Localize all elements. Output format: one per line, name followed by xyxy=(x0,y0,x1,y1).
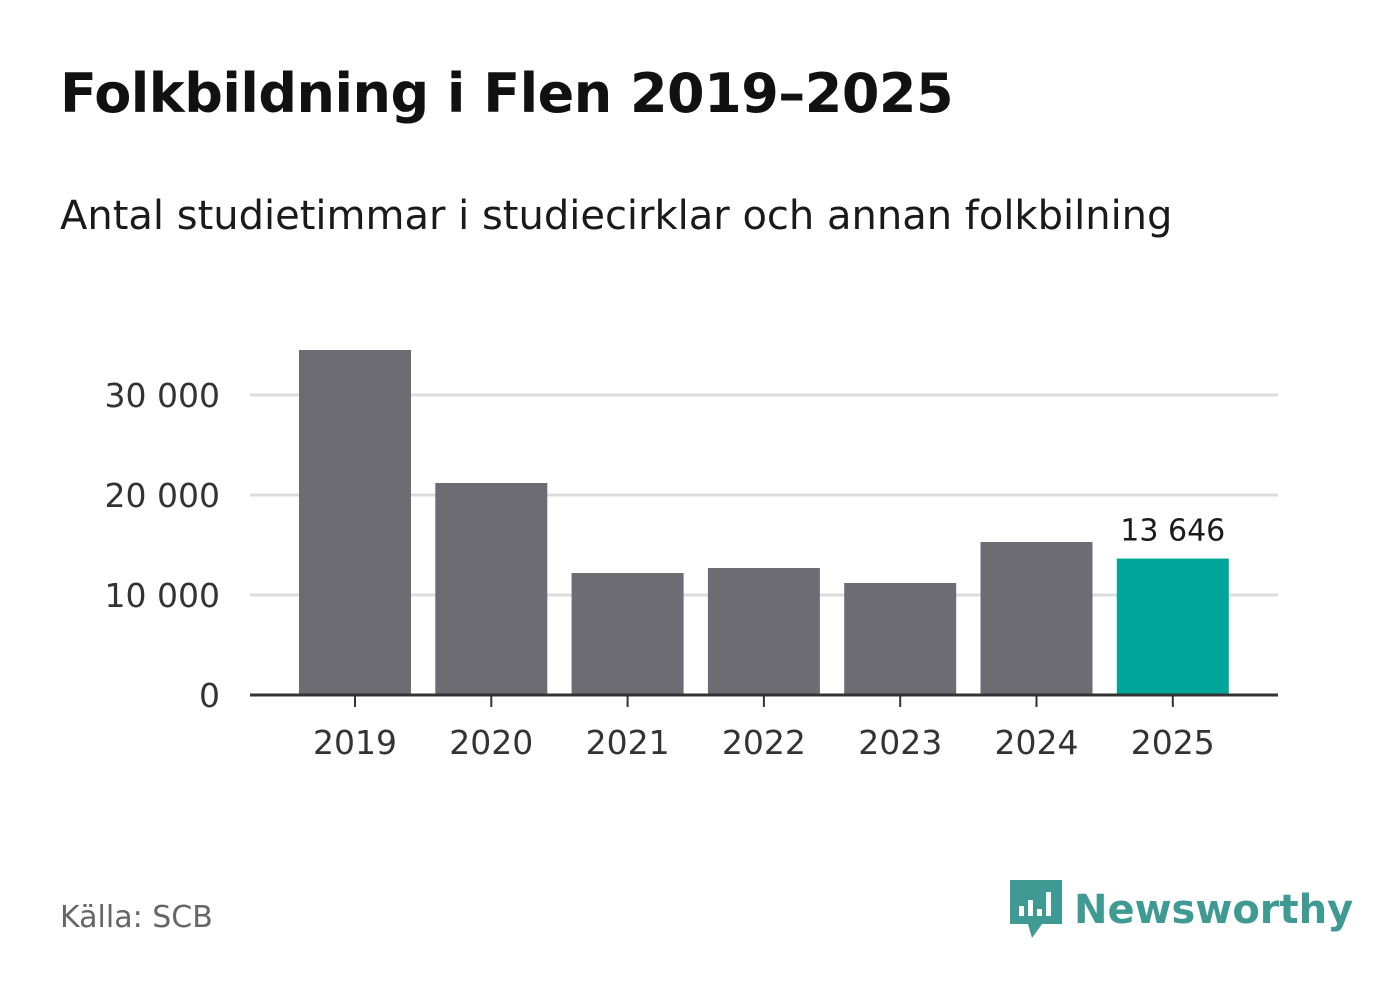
brand-logo: Newsworthy xyxy=(1010,880,1353,940)
x-tick-label: 2022 xyxy=(722,723,806,762)
bar-2022 xyxy=(707,568,820,695)
x-tick-label: 2023 xyxy=(858,723,942,762)
bar-2025 xyxy=(1116,558,1229,695)
x-axis: 2019 2020 2021 2022 2023 2024 2025 xyxy=(250,693,1278,762)
bar-2020 xyxy=(435,483,548,695)
x-tick-label: 2020 xyxy=(449,723,533,762)
bar-2023 xyxy=(844,583,957,695)
bars xyxy=(299,350,1229,695)
source-note: Källa: SCB xyxy=(60,900,213,935)
data-label-highlight: 13 646 xyxy=(1120,514,1225,549)
brand-name: Newsworthy xyxy=(1074,887,1354,933)
bar-2021 xyxy=(571,573,684,695)
chart-title: Folkbildning i Flen 2019–2025 xyxy=(60,62,954,125)
y-tick-label: 0 xyxy=(199,676,220,715)
newsworthy-logo-icon xyxy=(1010,880,1062,938)
x-tick-label: 2024 xyxy=(995,723,1079,762)
bar-2019 xyxy=(299,350,411,695)
data-labels: 13 646 xyxy=(1120,514,1225,549)
x-tick-label: 2021 xyxy=(586,723,670,762)
y-tick-label: 20 000 xyxy=(105,476,220,515)
y-axis-ticks: 0 10 000 20 000 30 000 xyxy=(105,376,220,715)
x-tick-label: 2025 xyxy=(1131,723,1215,762)
y-tick-label: 30 000 xyxy=(105,376,220,415)
chart-subtitle: Antal studietimmar i studiecirklar och a… xyxy=(60,193,1173,239)
bar-2024 xyxy=(980,542,1093,695)
x-tick-label: 2019 xyxy=(313,723,397,762)
y-tick-label: 10 000 xyxy=(105,576,220,615)
